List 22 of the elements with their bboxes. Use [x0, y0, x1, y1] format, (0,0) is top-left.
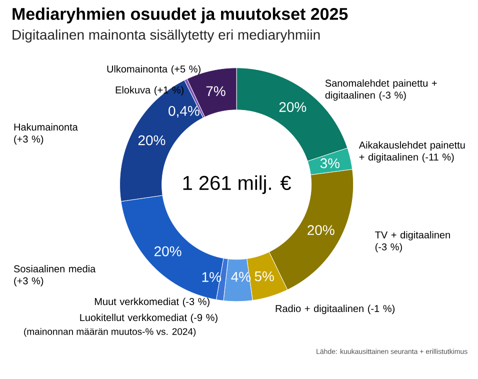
- data-label: 5%: [254, 271, 274, 282]
- data-label: 20%: [138, 135, 166, 146]
- slice-label: Radio + digitaalinen (-1 %): [276, 304, 395, 314]
- text: (mainonnan määrän muutos-% vs. 2024): [24, 328, 196, 337]
- data-label: 7%: [206, 86, 226, 96]
- text: 1 261 milj. €: [183, 175, 292, 194]
- data-label: 20%: [154, 246, 182, 256]
- slice-label: Hakumainonta (+3 %): [14, 123, 78, 144]
- slice-label: Ulkomainonta (+5 %): [107, 65, 200, 74]
- chart-subtitle: Digitaalinen mainonta sisällytetty eri mediaryhmiin: [12, 29, 320, 42]
- slice-label: Muut verkkomediat (-3 %): [94, 298, 210, 307]
- data-label: 0,4%: [168, 106, 200, 118]
- data-label: 3%: [320, 158, 340, 168]
- slice-label: Sanomalehdet painettu + digitaalinen (-3 %): [325, 79, 437, 101]
- data-label: 20%: [308, 224, 334, 235]
- slice-label: Aikakauslehdet painettu + digitaalinen (-11 %): [358, 141, 465, 162]
- chart-title: Mediaryhmien osuudet ja muutokset 2025: [12, 7, 348, 24]
- slice-label: TV + digitaalinen (-3 %): [375, 230, 450, 252]
- slice-label: Luokitellut verkkomediat (-9 %): [80, 314, 218, 323]
- data-label: 20%: [279, 102, 306, 112]
- slice-label: Elokuva (+1 %): [116, 86, 184, 96]
- slice-label: Sosiaalinen media (+3 %): [14, 264, 96, 286]
